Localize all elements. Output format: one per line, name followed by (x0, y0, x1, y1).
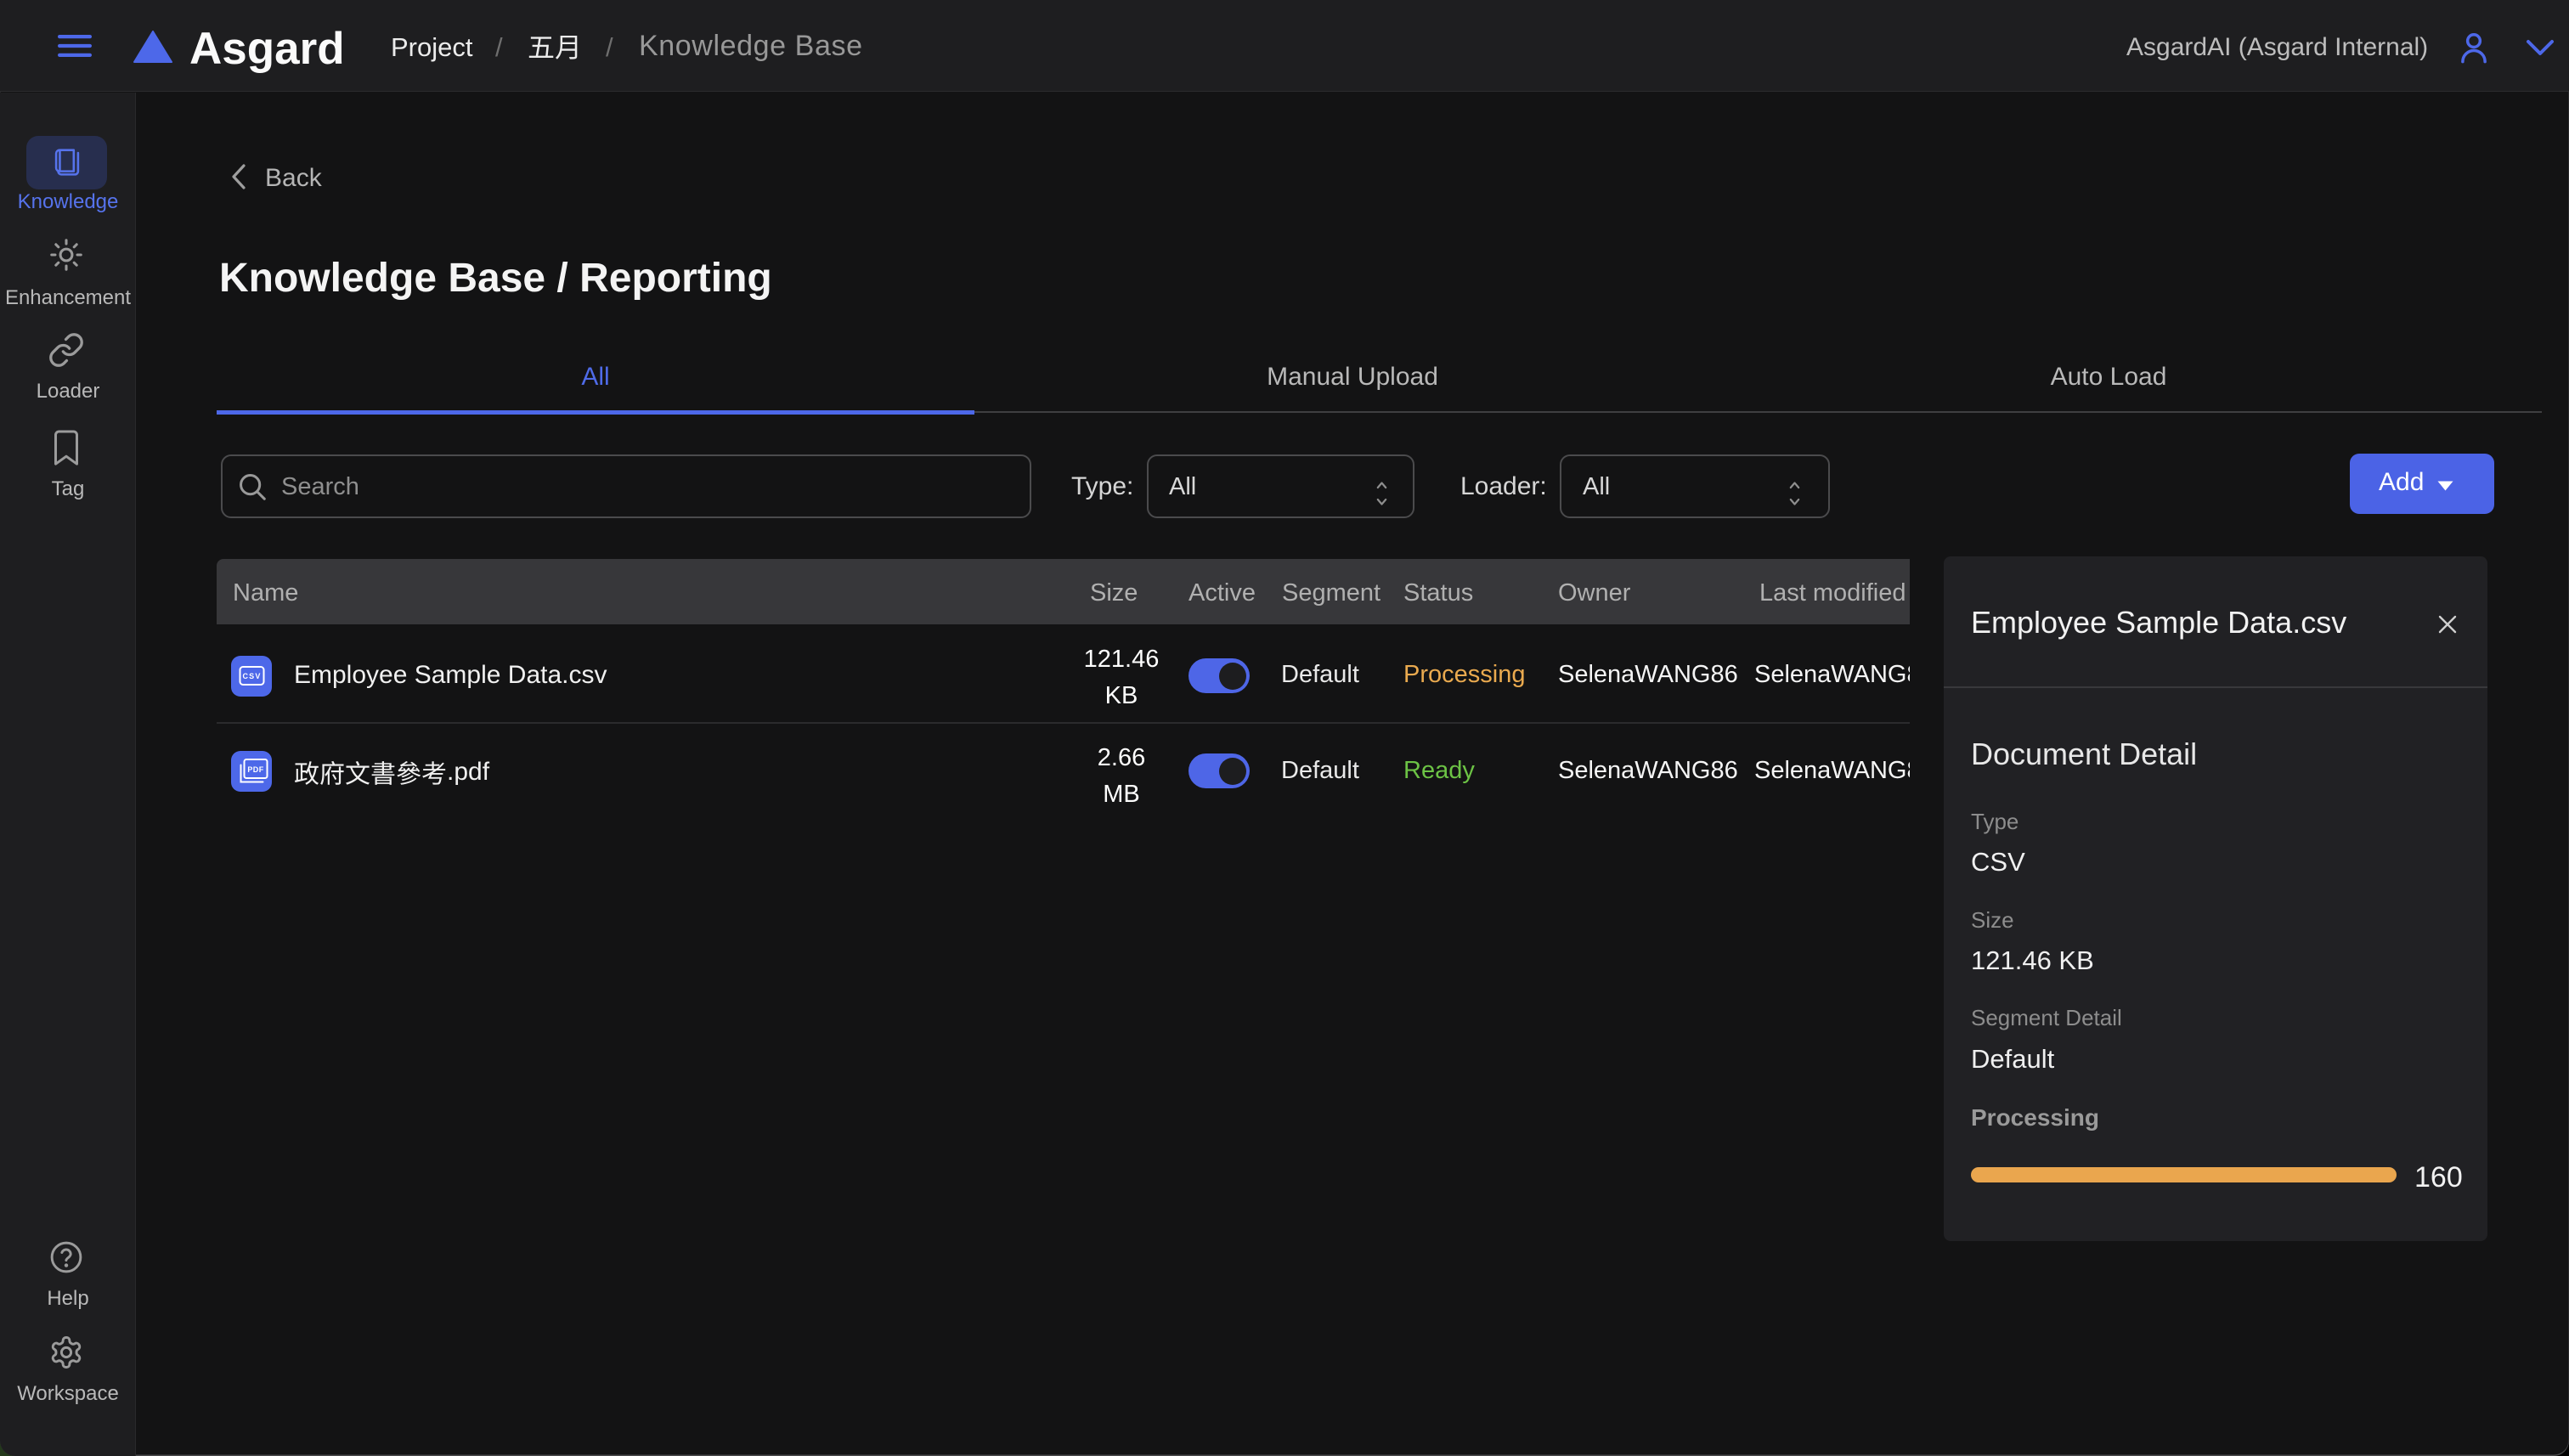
svg-text:CSV: CSV (242, 672, 261, 680)
svg-text:PDF: PDF (247, 765, 263, 774)
